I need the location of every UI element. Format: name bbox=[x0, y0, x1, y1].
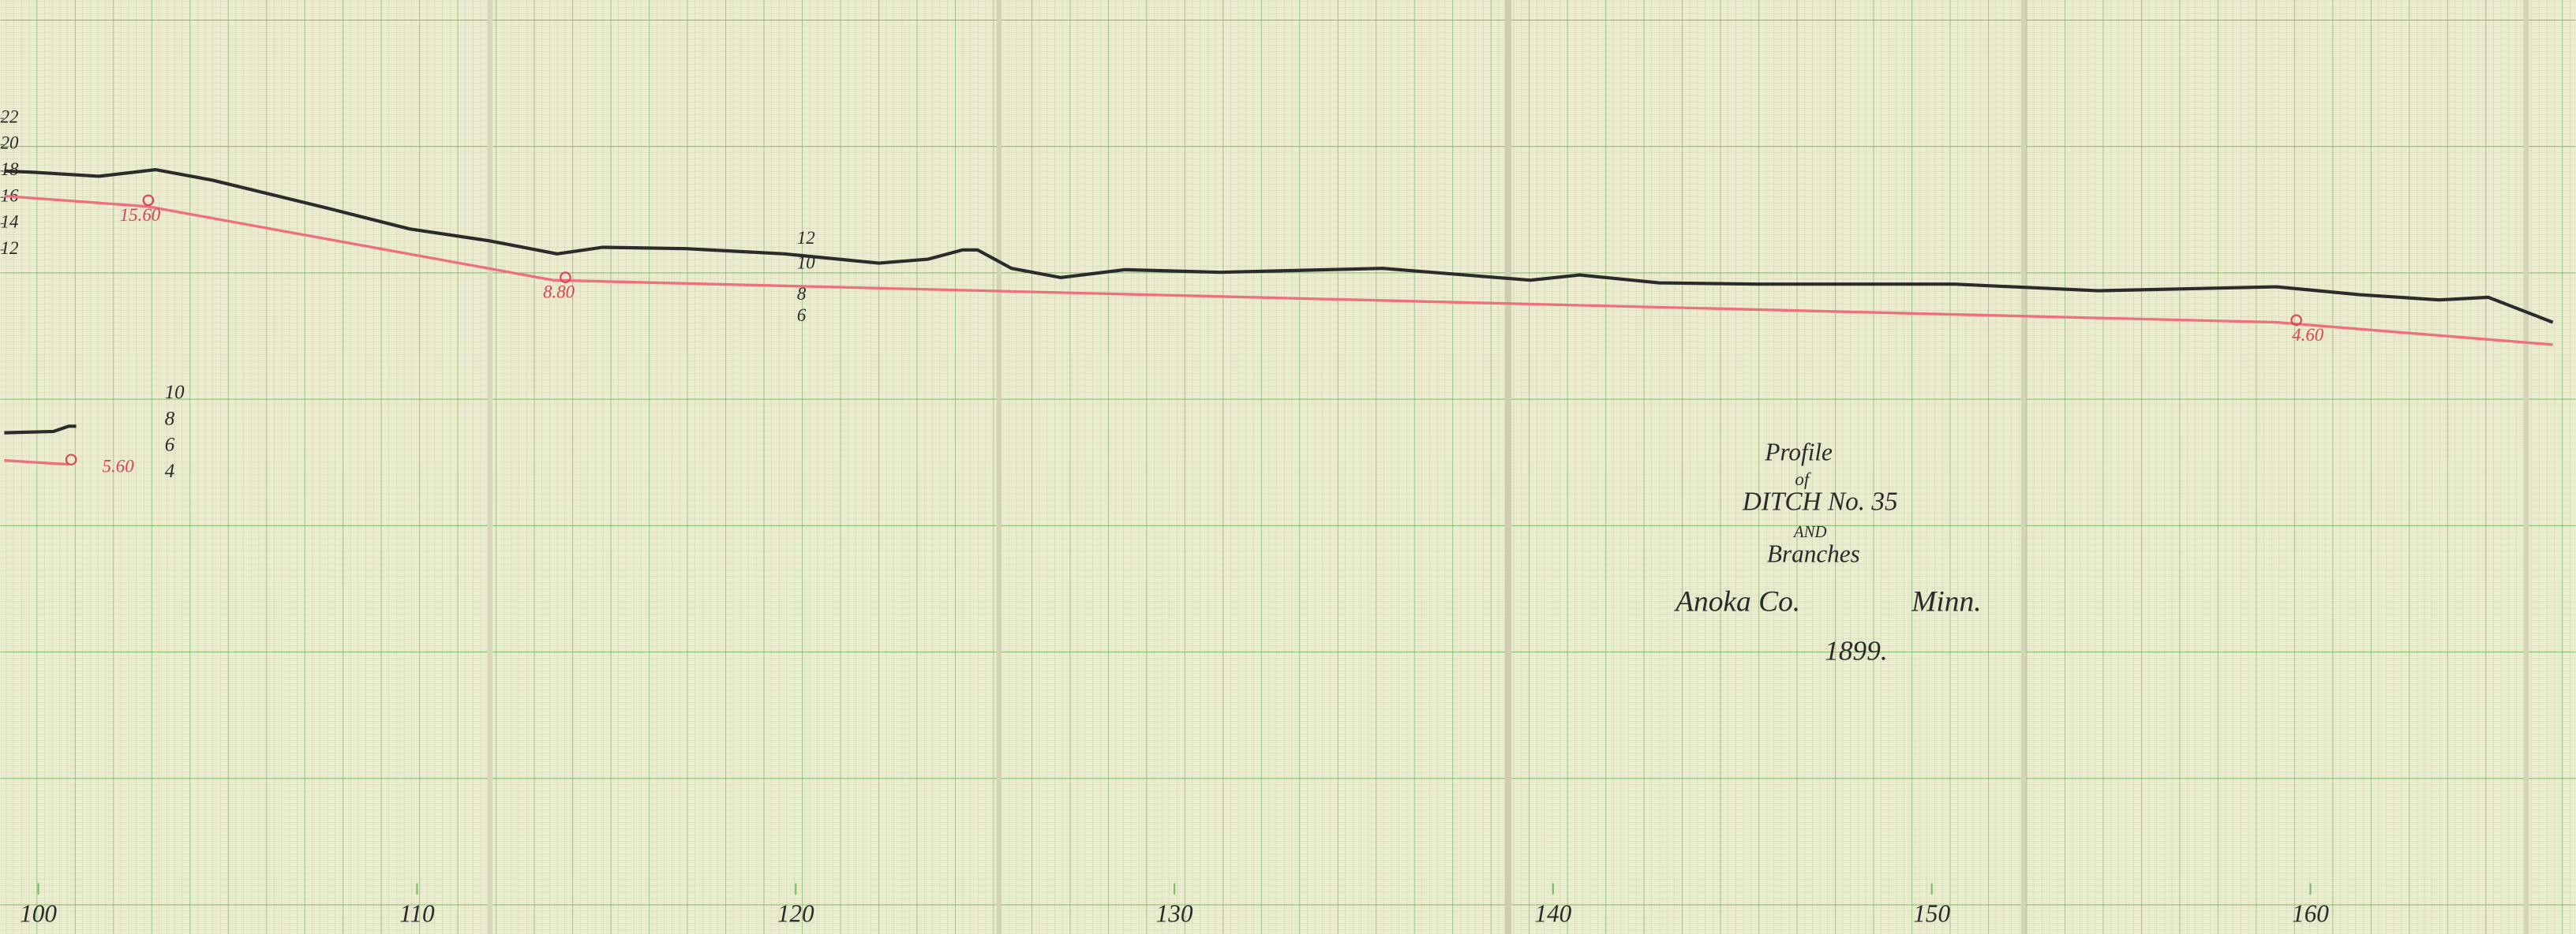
grade-label: 5.60 bbox=[103, 456, 135, 476]
elevation-note: 10 bbox=[797, 252, 815, 272]
y-tick-label: 14 bbox=[1, 212, 19, 232]
title-text: AND bbox=[1792, 523, 1827, 541]
x-tick-label: 100 bbox=[20, 899, 57, 927]
grade-label: 15.60 bbox=[120, 205, 161, 225]
x-tick-label: 150 bbox=[1913, 899, 1950, 927]
year-text: 1899. bbox=[1825, 634, 1888, 666]
chart: Profile of DITCH No. 35 AND Branches Ano… bbox=[0, 0, 2576, 934]
grade-label: 4.60 bbox=[2292, 325, 2324, 345]
x-tick-label: 110 bbox=[399, 899, 435, 927]
y-tick-label: 20 bbox=[1, 133, 19, 153]
elevation-note: 6 bbox=[797, 305, 807, 325]
x-tick-label: 140 bbox=[1534, 899, 1571, 927]
title-text: DITCH No. 35 bbox=[1742, 487, 1898, 516]
y-tick-label: 22 bbox=[1, 106, 19, 126]
title-text: Branches bbox=[1767, 540, 1860, 568]
page: {"chart_data": { "type": "line", "xlim":… bbox=[0, 0, 2576, 934]
elevation-note: 8 bbox=[797, 284, 807, 304]
x-tick-label: 120 bbox=[777, 899, 814, 927]
state-text: Minn. bbox=[1911, 585, 1981, 618]
graph-paper bbox=[1, 0, 2576, 934]
grade-label: 8.80 bbox=[543, 282, 575, 302]
x-tick-label: 160 bbox=[2292, 899, 2329, 927]
branch-elevation-note: 8 bbox=[165, 408, 175, 429]
branch-elevation-note: 6 bbox=[165, 435, 175, 456]
branch-elevation-note: 4 bbox=[165, 461, 174, 482]
branch-elevation-note: 10 bbox=[165, 382, 185, 403]
y-tick-label: 18 bbox=[1, 159, 19, 179]
title-text: of bbox=[1795, 469, 1810, 489]
title-text: Profile bbox=[1764, 439, 1833, 466]
county-text: Anoka Co. bbox=[1673, 585, 1800, 618]
elevation-note: 12 bbox=[797, 228, 815, 248]
y-tick-label: 12 bbox=[1, 238, 19, 258]
x-tick-label: 130 bbox=[1156, 899, 1193, 927]
